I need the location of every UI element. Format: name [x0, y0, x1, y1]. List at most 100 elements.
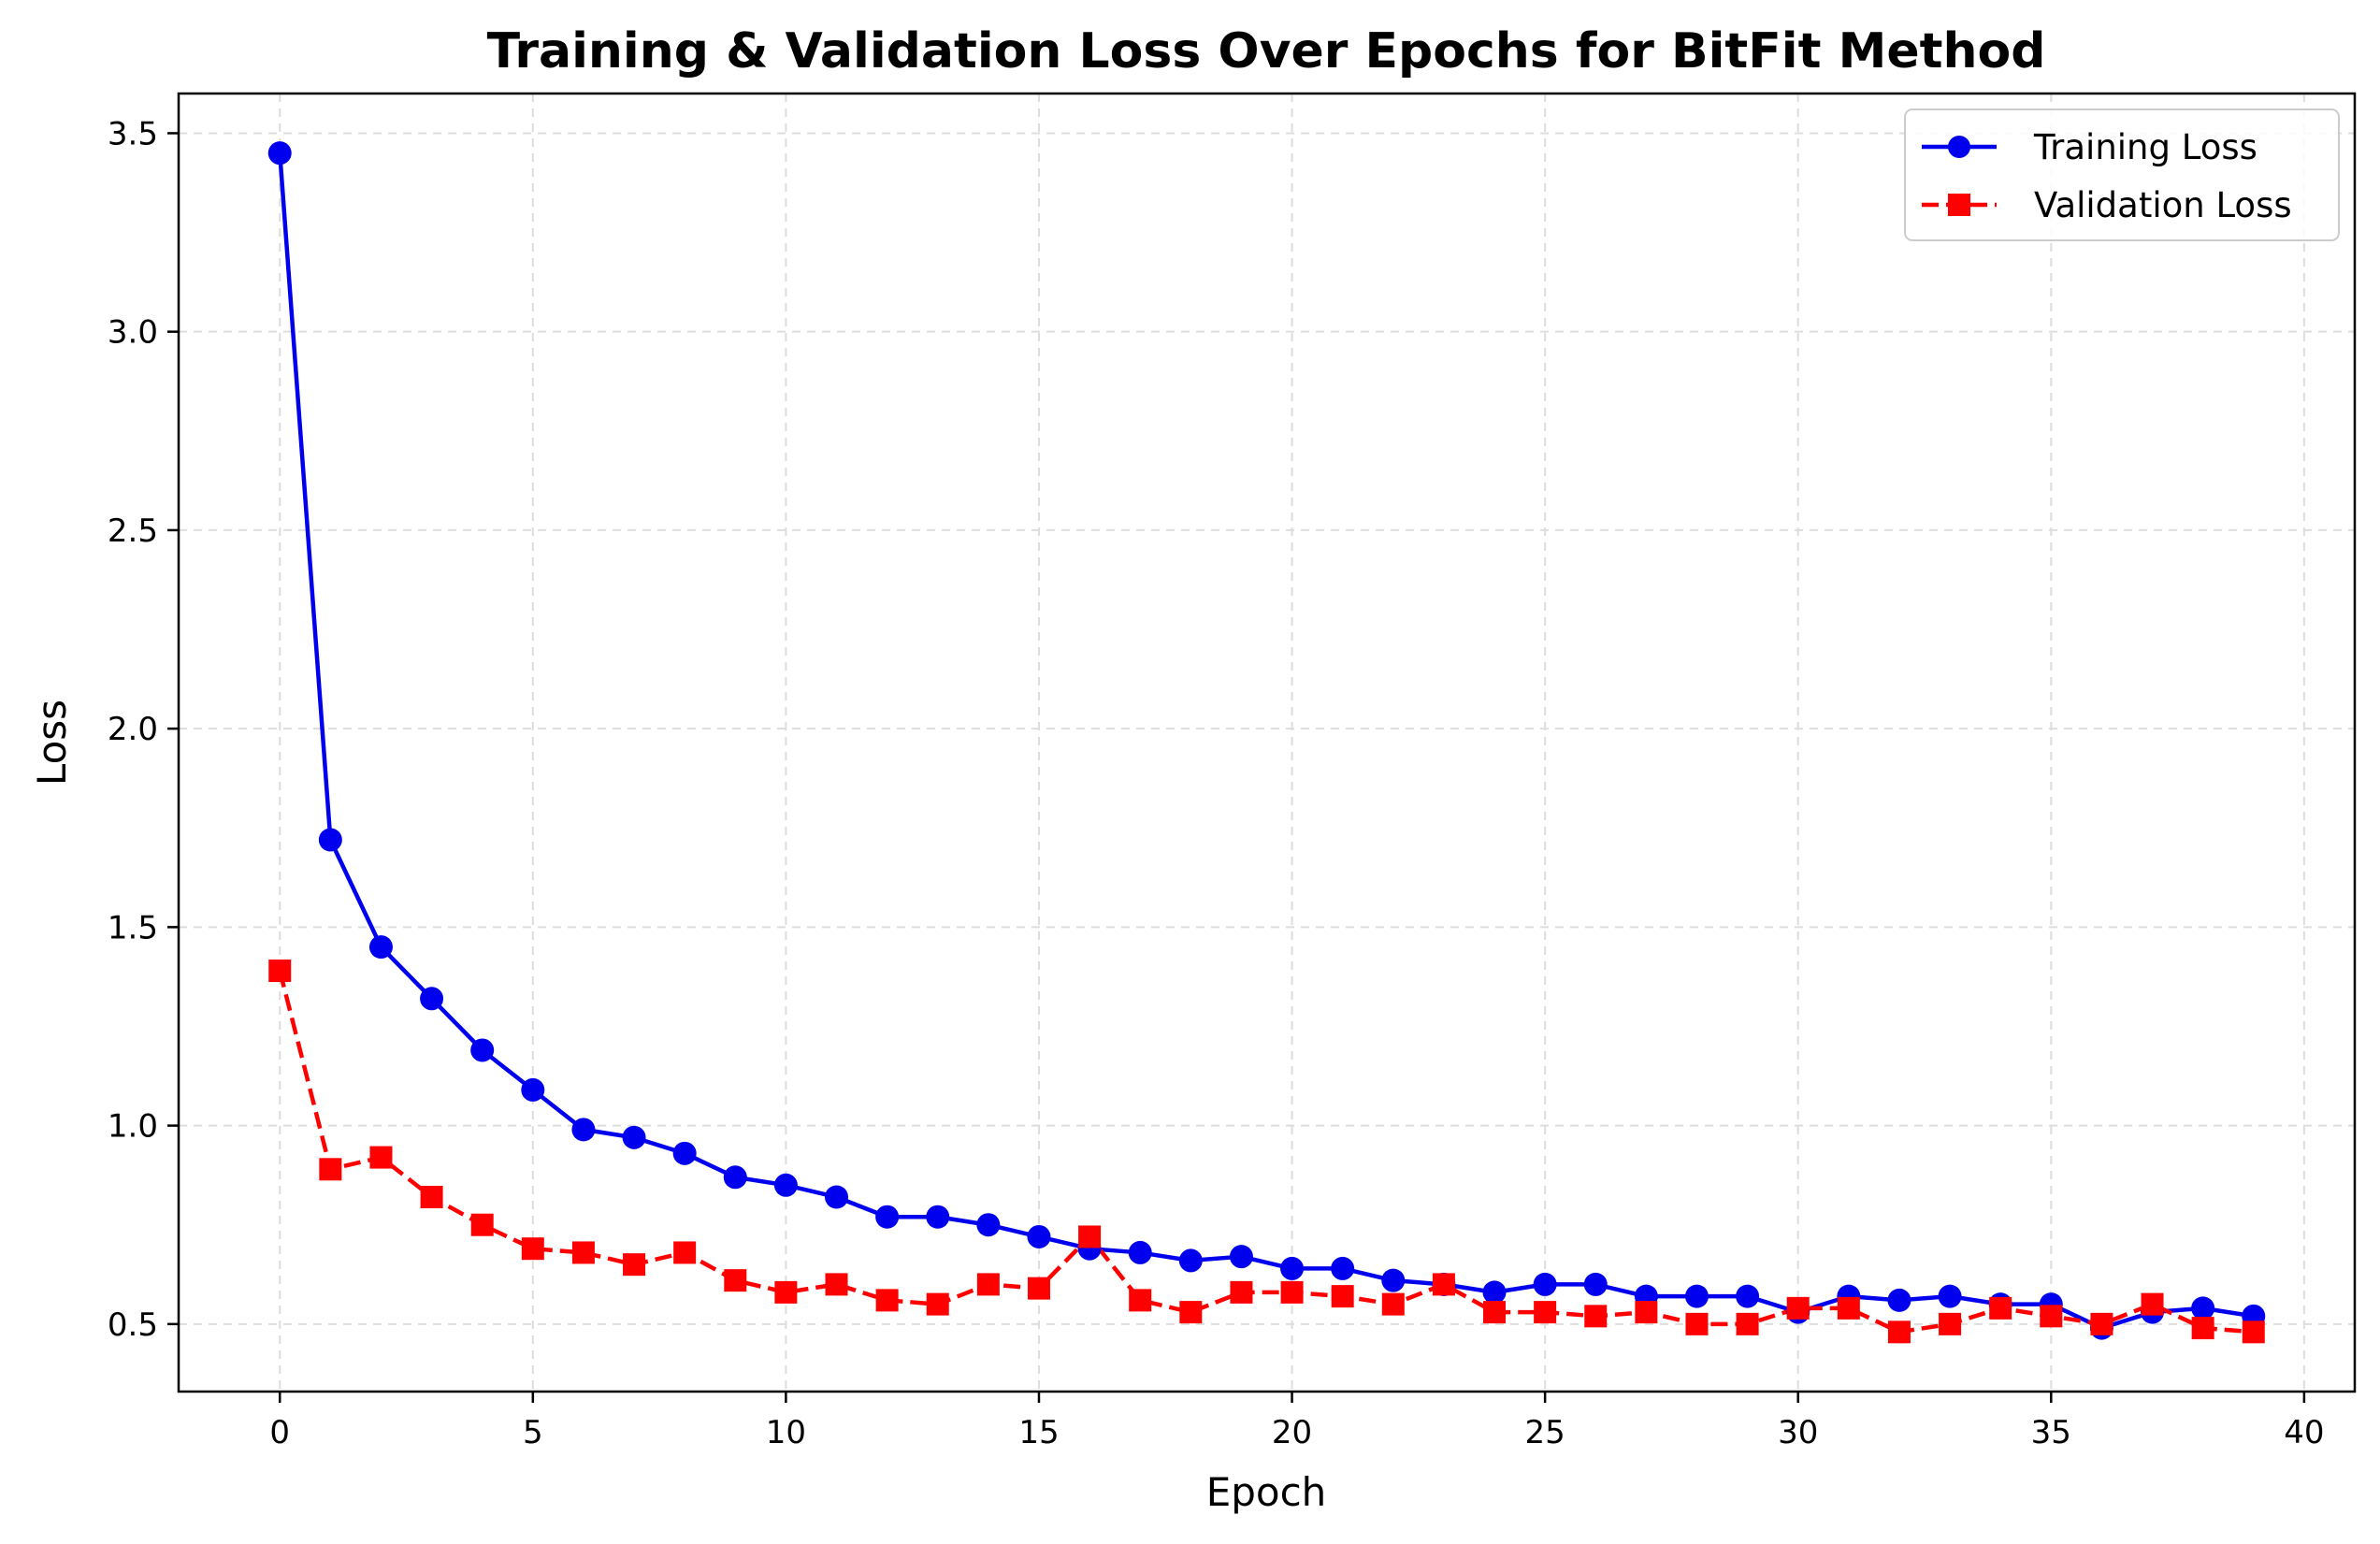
legend-marker-validation	[1948, 194, 1970, 216]
axis-ticks: 0 5 10 15 20 25 30 35 40 0.5 1.0 1.5 2.0 2.5 3.0 3.5	[108, 115, 2325, 1451]
validation-loss-point	[1432, 1273, 1455, 1296]
training-loss-point	[1280, 1256, 1305, 1280]
validation-loss-point	[1280, 1280, 1304, 1304]
validation-loss-point	[1939, 1312, 1962, 1335]
validation-loss-point	[825, 1273, 848, 1296]
validation-loss-point	[1736, 1312, 1759, 1335]
x-tick-label: 35	[2031, 1414, 2071, 1451]
validation-loss-point	[1230, 1280, 1253, 1304]
training-loss-point	[1684, 1284, 1709, 1308]
legend-box	[1904, 108, 2340, 241]
validation-loss-point	[976, 1273, 1000, 1296]
validation-loss-point	[774, 1280, 798, 1304]
validation-loss-point	[2242, 1320, 2265, 1344]
validation-loss-point	[1837, 1296, 1860, 1320]
validation-loss-point	[673, 1241, 697, 1264]
training-loss-point	[825, 1185, 849, 1209]
y-tick-label: 2.5	[108, 512, 158, 550]
y-axis-label: Loss	[29, 700, 75, 786]
validation-loss-point	[268, 960, 292, 983]
training-loss-point	[521, 1077, 545, 1102]
validation-loss-point	[1078, 1225, 1102, 1248]
series-markers	[267, 141, 2266, 1344]
legend-label-training: Training Loss	[2033, 127, 2257, 167]
validation-loss-point	[2141, 1292, 2164, 1316]
training-loss-line	[277, 152, 2255, 1331]
y-tick-label: 1.5	[108, 909, 158, 946]
validation-loss-point	[1381, 1292, 1405, 1316]
validation-loss-point	[1584, 1305, 1608, 1328]
validation-loss-point	[2090, 1312, 2113, 1335]
validation-loss-point	[1534, 1301, 1557, 1324]
training-loss-point	[1482, 1280, 1507, 1305]
x-tick-label: 10	[766, 1414, 806, 1451]
x-tick-label: 0	[269, 1414, 290, 1451]
validation-loss-line	[278, 970, 2254, 1335]
training-loss-point	[622, 1125, 646, 1149]
legend-marker-training	[1948, 136, 1970, 158]
validation-loss-point	[319, 1158, 342, 1181]
validation-loss-point	[369, 1146, 393, 1169]
training-loss-point	[267, 141, 292, 166]
training-loss-point	[976, 1213, 1001, 1237]
training-loss-point	[773, 1173, 798, 1197]
training-loss-point	[1736, 1284, 1760, 1308]
training-loss-point	[368, 935, 393, 960]
training-loss-point	[723, 1165, 747, 1190]
validation-loss-point	[926, 1292, 949, 1316]
training-loss-point	[1887, 1288, 1911, 1312]
training-loss-point	[318, 828, 342, 852]
validation-loss-point	[1483, 1301, 1507, 1324]
validation-loss-point	[1129, 1289, 1152, 1312]
legend-label-validation: Validation Loss	[2034, 185, 2292, 225]
validation-loss-point	[1027, 1277, 1050, 1300]
x-axis-label: Epoch	[1206, 1469, 1327, 1515]
training-loss-point	[875, 1205, 900, 1229]
validation-loss-point	[1989, 1296, 2012, 1320]
training-loss-point	[1027, 1224, 1051, 1248]
chart-title: Training & Validation Loss Over Epochs f…	[487, 23, 2046, 79]
y-tick-label: 0.5	[108, 1306, 158, 1344]
training-loss-point	[1938, 1284, 1962, 1308]
training-loss-point	[571, 1118, 596, 1142]
training-loss-point	[2191, 1296, 2215, 1320]
training-loss-point	[1381, 1268, 1406, 1292]
training-loss-point	[1331, 1256, 1355, 1280]
y-tick-label: 1.0	[108, 1108, 158, 1146]
training-loss-point	[1178, 1248, 1203, 1273]
validation-loss-point	[1635, 1301, 1658, 1324]
plot-frame	[177, 92, 2357, 1393]
validation-loss-point	[1331, 1285, 1354, 1308]
validation-loss-point	[875, 1289, 899, 1312]
x-tick-label: 40	[2284, 1414, 2324, 1451]
y-tick-label: 3.5	[108, 115, 158, 152]
validation-loss-point	[623, 1253, 646, 1277]
y-tick-label: 3.0	[108, 314, 158, 352]
x-tick-label: 15	[1018, 1414, 1059, 1451]
validation-loss-point	[2040, 1305, 2063, 1328]
legend: Training Loss Validation Loss	[1904, 108, 2340, 241]
x-tick-label: 20	[1272, 1414, 1312, 1451]
y-tick-label: 2.0	[108, 711, 158, 748]
validation-loss-point	[1786, 1296, 1810, 1320]
series-lines	[277, 152, 2255, 1335]
validation-loss-point	[1887, 1320, 1911, 1344]
training-loss-point	[470, 1038, 495, 1062]
training-loss-point	[1229, 1245, 1253, 1269]
validation-loss-point	[571, 1241, 595, 1264]
validation-loss-point	[470, 1213, 494, 1236]
training-loss-point	[672, 1141, 697, 1165]
validation-loss-point	[1685, 1312, 1709, 1335]
training-loss-point	[1128, 1240, 1152, 1264]
x-tick-label: 30	[1778, 1414, 1818, 1451]
training-loss-point	[420, 987, 444, 1011]
validation-loss-point	[521, 1237, 544, 1261]
validation-loss-point	[2191, 1317, 2214, 1340]
x-tick-label: 5	[523, 1414, 543, 1451]
training-loss-point	[926, 1205, 950, 1229]
x-tick-label: 25	[1525, 1414, 1565, 1451]
validation-loss-point	[1179, 1301, 1203, 1324]
validation-loss-point	[420, 1186, 443, 1209]
training-loss-point	[1583, 1272, 1608, 1296]
